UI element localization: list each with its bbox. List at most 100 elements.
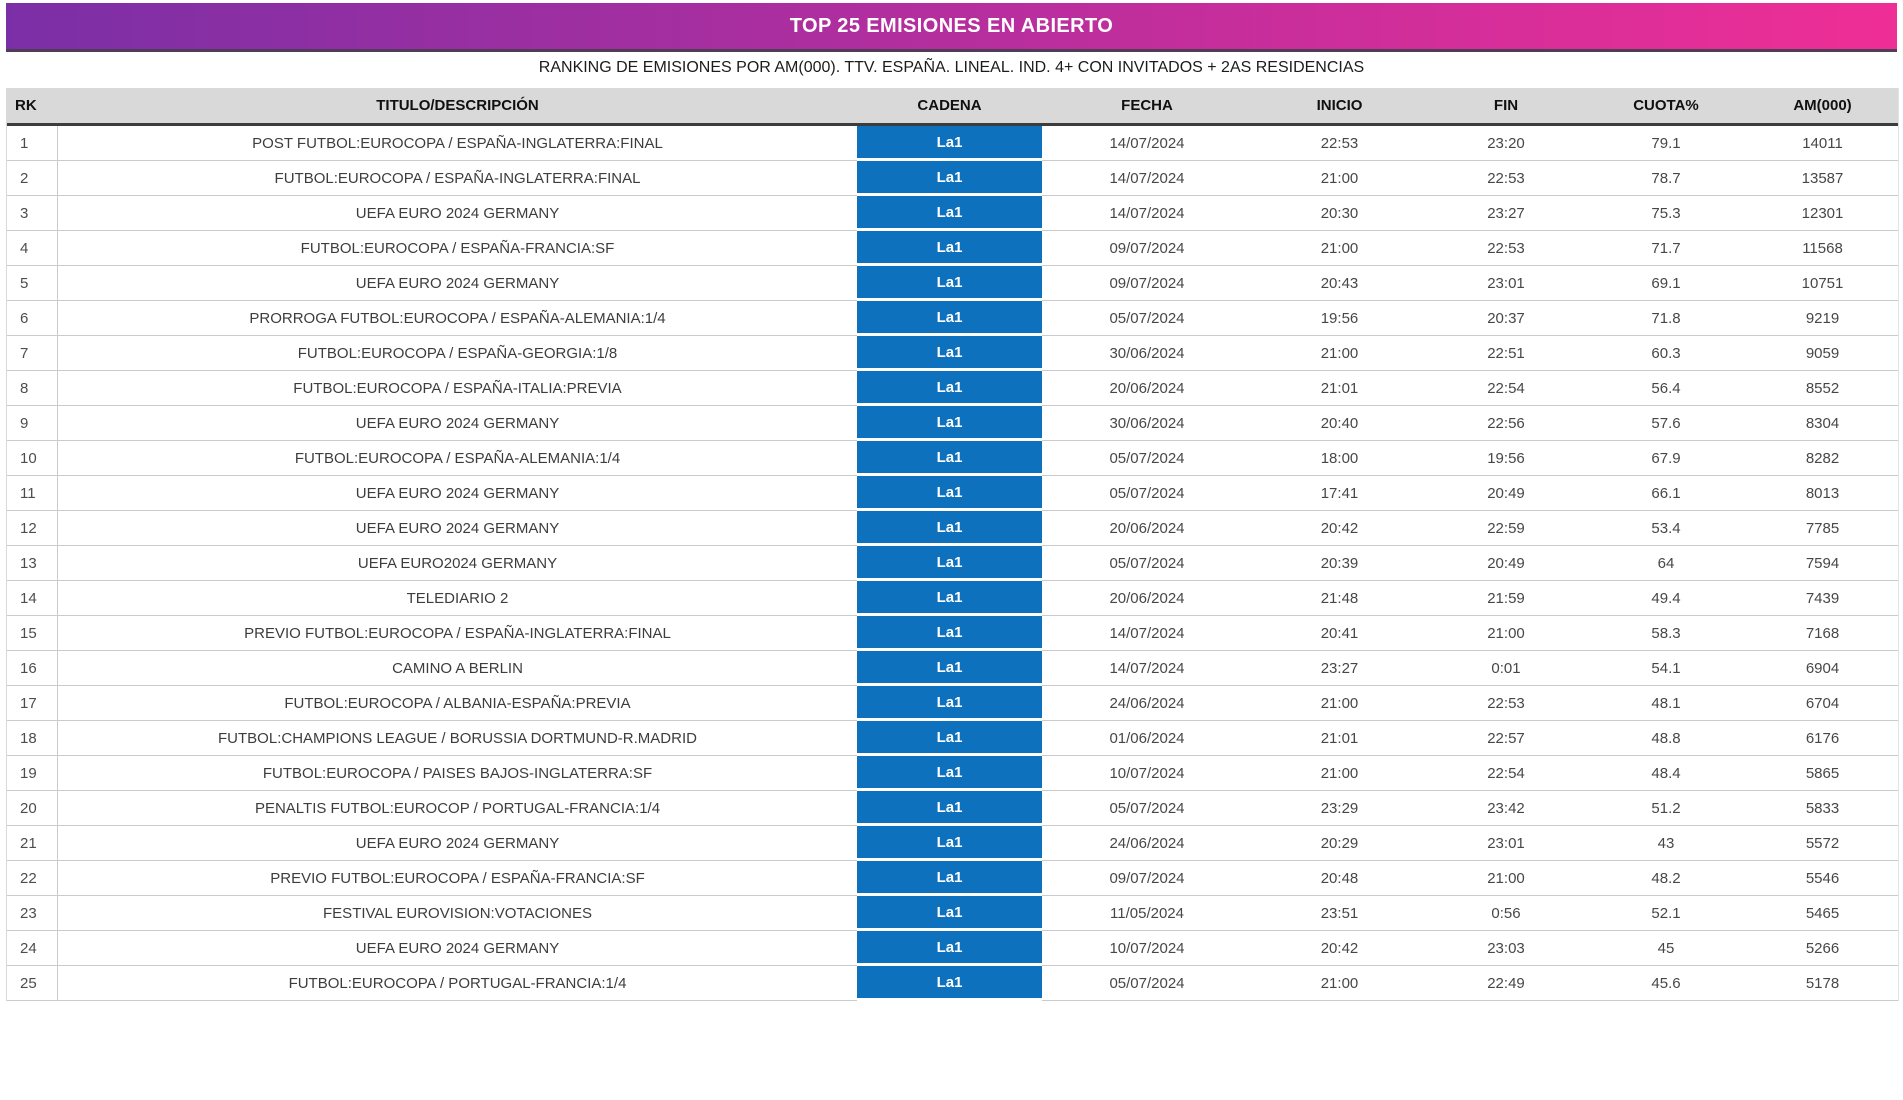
ranking-table: RK TITULO/DESCRIPCIÓN CADENA FECHA INICI… bbox=[6, 88, 1899, 1001]
col-header-cadena: CADENA bbox=[857, 88, 1042, 126]
audience-cell: 6704 bbox=[1747, 686, 1898, 721]
date-cell: 30/06/2024 bbox=[1042, 406, 1252, 441]
rank-cell: 22 bbox=[7, 861, 58, 896]
date-cell: 01/06/2024 bbox=[1042, 721, 1252, 756]
rank-cell: 24 bbox=[7, 931, 58, 966]
table-header-row: RK TITULO/DESCRIPCIÓN CADENA FECHA INICI… bbox=[7, 88, 1898, 126]
share-cell: 57.6 bbox=[1585, 406, 1747, 441]
title-cell: PRORROGA FUTBOL:EUROCOPA / ESPAÑA-ALEMAN… bbox=[58, 301, 857, 336]
end-time-cell: 23:20 bbox=[1427, 126, 1585, 161]
channel-cell: La1 bbox=[857, 826, 1042, 861]
rank-cell: 10 bbox=[7, 441, 58, 476]
title-cell: UEFA EURO 2024 GERMANY bbox=[58, 266, 857, 301]
audience-cell: 5572 bbox=[1747, 826, 1898, 861]
end-time-cell: 22:51 bbox=[1427, 336, 1585, 371]
start-time-cell: 21:00 bbox=[1252, 686, 1427, 721]
end-time-cell: 0:01 bbox=[1427, 651, 1585, 686]
start-time-cell: 20:30 bbox=[1252, 196, 1427, 231]
audience-cell: 5865 bbox=[1747, 756, 1898, 791]
channel-badge: La1 bbox=[857, 616, 1042, 648]
audience-cell: 14011 bbox=[1747, 126, 1898, 161]
rank-cell: 2 bbox=[7, 161, 58, 196]
table-row: 5 UEFA EURO 2024 GERMANY La1 09/07/2024 … bbox=[7, 266, 1898, 301]
channel-badge: La1 bbox=[857, 861, 1042, 893]
start-time-cell: 20:42 bbox=[1252, 511, 1427, 546]
end-time-cell: 23:01 bbox=[1427, 266, 1585, 301]
channel-cell: La1 bbox=[857, 196, 1042, 231]
date-cell: 30/06/2024 bbox=[1042, 336, 1252, 371]
channel-cell: La1 bbox=[857, 721, 1042, 756]
share-cell: 67.9 bbox=[1585, 441, 1747, 476]
audience-cell: 5178 bbox=[1747, 966, 1898, 1001]
channel-cell: La1 bbox=[857, 616, 1042, 651]
audience-cell: 8013 bbox=[1747, 476, 1898, 511]
end-time-cell: 20:49 bbox=[1427, 546, 1585, 581]
start-time-cell: 21:00 bbox=[1252, 161, 1427, 196]
rank-cell: 8 bbox=[7, 371, 58, 406]
channel-cell: La1 bbox=[857, 931, 1042, 966]
channel-badge: La1 bbox=[857, 756, 1042, 788]
start-time-cell: 20:29 bbox=[1252, 826, 1427, 861]
channel-badge: La1 bbox=[857, 406, 1042, 438]
channel-cell: La1 bbox=[857, 546, 1042, 581]
rank-cell: 25 bbox=[7, 966, 58, 1001]
table-row: 18 FUTBOL:CHAMPIONS LEAGUE / BORUSSIA DO… bbox=[7, 721, 1898, 756]
channel-badge: La1 bbox=[857, 651, 1042, 683]
table-row: 10 FUTBOL:EUROCOPA / ESPAÑA-ALEMANIA:1/4… bbox=[7, 441, 1898, 476]
table-body: 1 POST FUTBOL:EUROCOPA / ESPAÑA-INGLATER… bbox=[7, 126, 1898, 1001]
date-cell: 24/06/2024 bbox=[1042, 826, 1252, 861]
date-cell: 14/07/2024 bbox=[1042, 651, 1252, 686]
end-time-cell: 22:49 bbox=[1427, 966, 1585, 1001]
col-header-fecha: FECHA bbox=[1042, 88, 1252, 126]
end-time-cell: 23:01 bbox=[1427, 826, 1585, 861]
col-header-titulo: TITULO/DESCRIPCIÓN bbox=[58, 88, 857, 126]
audience-cell: 5833 bbox=[1747, 791, 1898, 826]
audience-cell: 5266 bbox=[1747, 931, 1898, 966]
rank-cell: 3 bbox=[7, 196, 58, 231]
title-cell: UEFA EURO 2024 GERMANY bbox=[58, 196, 857, 231]
channel-cell: La1 bbox=[857, 861, 1042, 896]
title-cell: CAMINO A BERLIN bbox=[58, 651, 857, 686]
channel-badge: La1 bbox=[857, 126, 1042, 158]
channel-badge: La1 bbox=[857, 371, 1042, 403]
channel-badge: La1 bbox=[857, 161, 1042, 193]
channel-cell: La1 bbox=[857, 231, 1042, 266]
channel-cell: La1 bbox=[857, 686, 1042, 721]
channel-badge: La1 bbox=[857, 896, 1042, 928]
table-row: 1 POST FUTBOL:EUROCOPA / ESPAÑA-INGLATER… bbox=[7, 126, 1898, 161]
start-time-cell: 23:51 bbox=[1252, 896, 1427, 931]
start-time-cell: 20:48 bbox=[1252, 861, 1427, 896]
audience-cell: 8304 bbox=[1747, 406, 1898, 441]
end-time-cell: 0:56 bbox=[1427, 896, 1585, 931]
share-cell: 48.4 bbox=[1585, 756, 1747, 791]
title-cell: FUTBOL:EUROCOPA / ALBANIA-ESPAÑA:PREVIA bbox=[58, 686, 857, 721]
table-row: 3 UEFA EURO 2024 GERMANY La1 14/07/2024 … bbox=[7, 196, 1898, 231]
start-time-cell: 18:00 bbox=[1252, 441, 1427, 476]
title-cell: FUTBOL:EUROCOPA / ESPAÑA-ALEMANIA:1/4 bbox=[58, 441, 857, 476]
share-cell: 79.1 bbox=[1585, 126, 1747, 161]
rank-cell: 9 bbox=[7, 406, 58, 441]
title-cell: FUTBOL:EUROCOPA / ESPAÑA-ITALIA:PREVIA bbox=[58, 371, 857, 406]
share-cell: 54.1 bbox=[1585, 651, 1747, 686]
end-time-cell: 22:53 bbox=[1427, 686, 1585, 721]
audience-cell: 6904 bbox=[1747, 651, 1898, 686]
share-cell: 60.3 bbox=[1585, 336, 1747, 371]
channel-cell: La1 bbox=[857, 756, 1042, 791]
date-cell: 24/06/2024 bbox=[1042, 686, 1252, 721]
share-cell: 45 bbox=[1585, 931, 1747, 966]
rank-cell: 4 bbox=[7, 231, 58, 266]
share-cell: 69.1 bbox=[1585, 266, 1747, 301]
end-time-cell: 22:54 bbox=[1427, 756, 1585, 791]
page-title: TOP 25 EMISIONES EN ABIERTO bbox=[789, 14, 1114, 37]
share-cell: 64 bbox=[1585, 546, 1747, 581]
title-cell: PREVIO FUTBOL:EUROCOPA / ESPAÑA-INGLATER… bbox=[58, 616, 857, 651]
channel-cell: La1 bbox=[857, 266, 1042, 301]
table-row: 25 FUTBOL:EUROCOPA / PORTUGAL-FRANCIA:1/… bbox=[7, 966, 1898, 1001]
start-time-cell: 21:00 bbox=[1252, 756, 1427, 791]
channel-cell: La1 bbox=[857, 406, 1042, 441]
table-row: 19 FUTBOL:EUROCOPA / PAISES BAJOS-INGLAT… bbox=[7, 756, 1898, 791]
end-time-cell: 20:49 bbox=[1427, 476, 1585, 511]
rank-cell: 19 bbox=[7, 756, 58, 791]
audience-cell: 13587 bbox=[1747, 161, 1898, 196]
date-cell: 05/07/2024 bbox=[1042, 546, 1252, 581]
